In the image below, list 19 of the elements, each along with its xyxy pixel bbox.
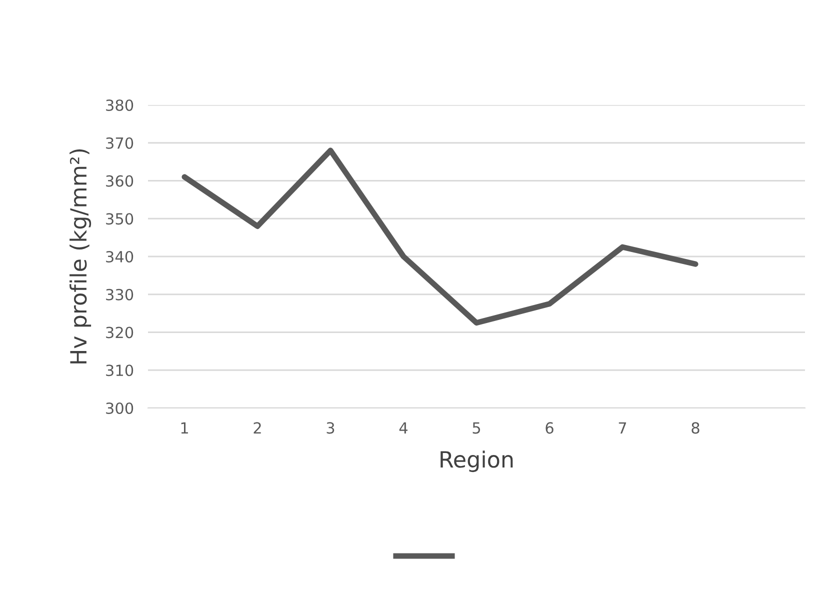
- x-tick-label: 2: [254, 422, 261, 434]
- y-tick-label: 360: [106, 175, 134, 187]
- x-axis-title: Region: [440, 450, 513, 472]
- x-tick-label: 3: [326, 422, 334, 434]
- x-tick-label: 8: [692, 422, 700, 434]
- y-tick-label: 320: [106, 326, 134, 338]
- y-tick-label: 370: [106, 137, 134, 149]
- y-tick-label: 340: [106, 250, 134, 263]
- y-tick-label: 330: [106, 288, 134, 300]
- x-tick-label: 5: [472, 422, 480, 434]
- y-tick-label: 300: [106, 402, 134, 414]
- x-tick-label: 7: [618, 422, 626, 434]
- x-tick-label: 4: [399, 422, 408, 434]
- y-axis-title: Hv profile (kg/mm²): [70, 149, 92, 364]
- x-tick-label: 6: [546, 422, 554, 434]
- y-tick-label: 380: [106, 99, 134, 112]
- y-tick-label: 310: [106, 364, 134, 376]
- y-tick-label: 350: [106, 213, 134, 225]
- x-tick-label: 1: [181, 422, 188, 434]
